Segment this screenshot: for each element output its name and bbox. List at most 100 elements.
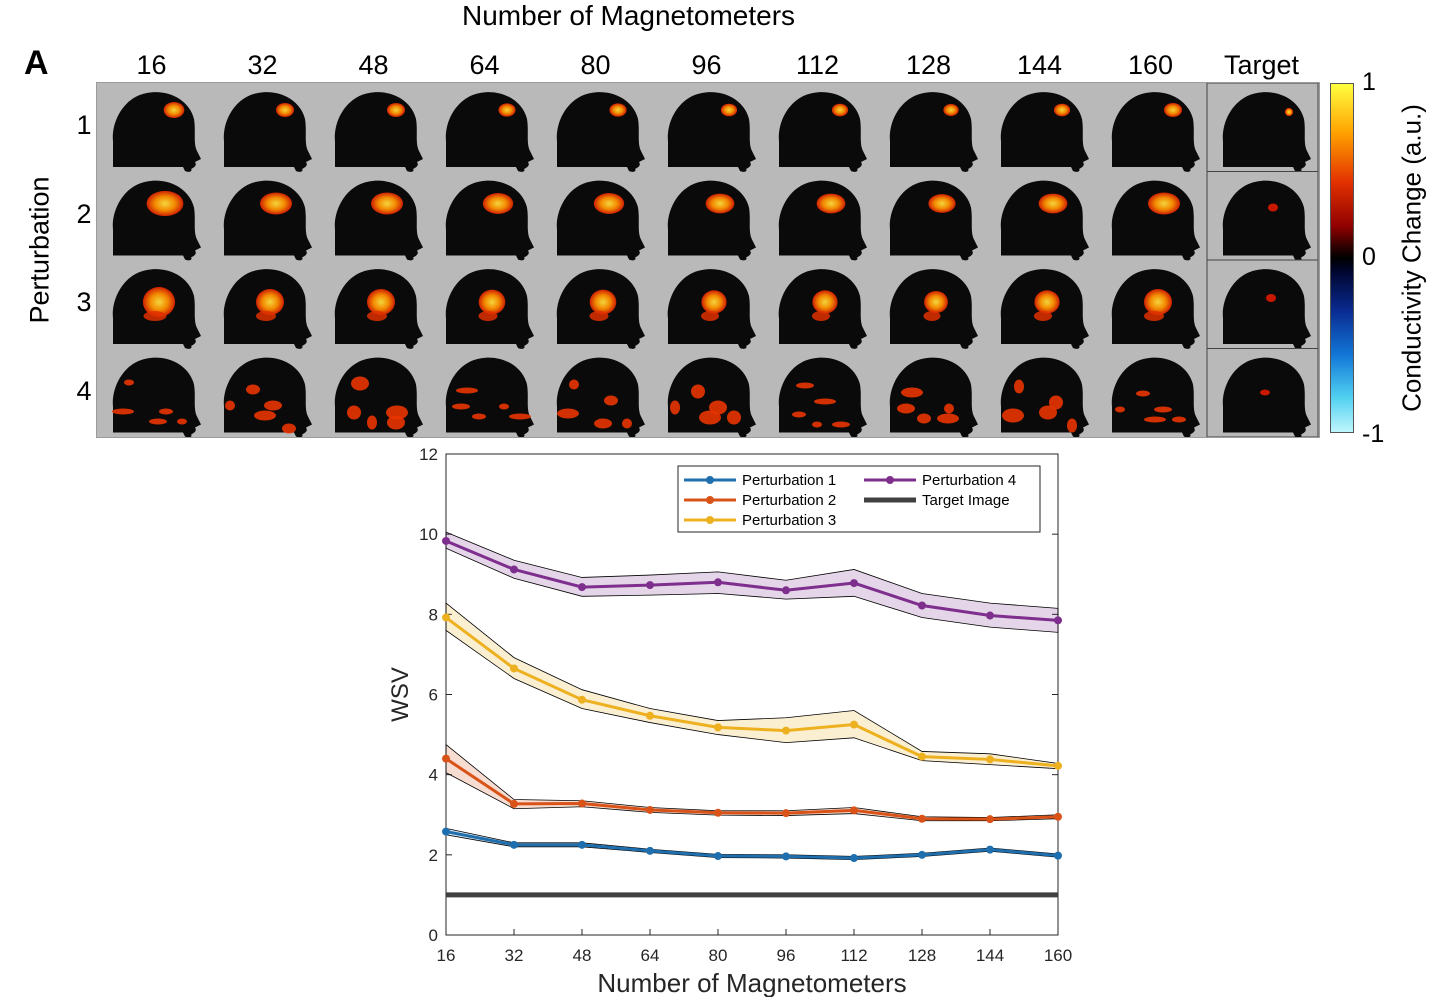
head-image <box>778 92 867 172</box>
head-image <box>1000 269 1089 349</box>
legend-label: Perturbation 4 <box>922 472 1016 489</box>
head-image <box>334 269 423 349</box>
perturbation-4-point <box>714 578 722 587</box>
reconstruction-image-grid <box>96 82 1320 438</box>
row-label: 1 <box>76 110 92 140</box>
x-axis-label: Number of Magnetometers <box>597 968 906 997</box>
perturbation-1-point <box>782 852 790 861</box>
head-image <box>334 180 423 261</box>
perturbation-1-line <box>445 830 1059 860</box>
head-image <box>556 357 645 438</box>
head-image <box>1206 348 1319 438</box>
perturbation-2-point <box>442 754 450 763</box>
perturbation-3-line <box>445 616 1059 768</box>
perturbation-3-point <box>578 695 586 704</box>
x-tick-label: 16 <box>437 946 456 965</box>
perturbation-2-point <box>918 814 926 823</box>
column-header: 32 <box>247 50 278 80</box>
head-image <box>667 92 756 172</box>
x-tick-label: 80 <box>709 946 728 965</box>
x-tick-label: 48 <box>573 946 592 965</box>
head-image <box>112 357 201 438</box>
head-image <box>223 357 312 438</box>
perturbation-1-point <box>442 827 450 836</box>
perturbation-3-point <box>850 720 858 729</box>
head-image <box>445 269 534 349</box>
y-tick-label: 10 <box>419 525 438 544</box>
perturbation-1-point <box>510 840 518 849</box>
perturbation-1-point <box>850 854 858 863</box>
column-header: Target <box>1223 50 1300 80</box>
head-image <box>889 269 978 349</box>
head-image <box>556 180 645 261</box>
legend-marker <box>706 476 714 484</box>
y-tick-label: 6 <box>429 686 438 705</box>
row-label: 3 <box>76 287 92 317</box>
legend-box <box>677 465 1041 533</box>
perturbation-2-point <box>986 815 994 824</box>
x-tick-label: 160 <box>1044 946 1072 965</box>
head-image <box>1111 357 1200 438</box>
head-image <box>1206 82 1319 172</box>
perturbation-1-point <box>646 846 654 855</box>
colorbar-tick-max: 1 <box>1362 68 1376 96</box>
head-image <box>778 180 867 261</box>
head-image <box>556 92 645 172</box>
head-image <box>223 180 312 261</box>
perturbation-4-band <box>445 531 1059 633</box>
column-header: 160 <box>1127 50 1174 80</box>
y-tick-label: 4 <box>429 766 438 785</box>
panel-a-title: Number of Magnetometers <box>462 0 796 31</box>
colorbar <box>1330 83 1354 433</box>
head-image <box>889 357 978 438</box>
head-image <box>445 180 534 261</box>
perturbation-3-point <box>510 664 518 673</box>
perturbation-2-point <box>714 808 722 817</box>
legend-marker <box>706 516 714 524</box>
column-headers: 16 32 48 64 80 96 112 128 144 160 Target <box>96 50 1318 84</box>
head-image <box>778 269 867 349</box>
legend-label: Perturbation 1 <box>742 472 836 489</box>
perturbation-4-line <box>445 539 1059 622</box>
column-header: 144 <box>1016 50 1063 80</box>
perturbation-3-point <box>918 752 926 761</box>
head-image <box>556 269 645 349</box>
head-image <box>112 269 201 349</box>
perturbation-4-point <box>782 586 790 595</box>
perturbation-2-point <box>1054 812 1062 821</box>
row-axis-title: Perturbation <box>24 176 55 324</box>
x-tick-label: 32 <box>505 946 524 965</box>
row-label: 2 <box>76 198 92 229</box>
y-tick-label: 12 <box>419 445 438 464</box>
head-image <box>778 357 867 438</box>
head-image <box>1111 180 1200 261</box>
perturbation-3-point <box>1054 761 1062 770</box>
x-tick-label: 64 <box>641 946 660 965</box>
y-axis-label: WSV <box>387 667 414 722</box>
head-image <box>445 357 534 438</box>
legend-marker <box>886 476 894 484</box>
perturbation-1-point <box>986 845 994 854</box>
colorbar-tick-zero: 0 <box>1362 243 1376 271</box>
head-image <box>223 92 312 172</box>
panel-a-label: A <box>24 44 49 82</box>
legend-label: Perturbation 2 <box>742 492 836 509</box>
x-tick-label: 112 <box>840 946 867 965</box>
perturbation-2-point <box>510 799 518 808</box>
legend-marker <box>706 496 714 504</box>
colorbar-title: Conductivity Change (a.u.) <box>1396 104 1427 412</box>
perturbation-2-point <box>646 805 654 814</box>
perturbation-3-point <box>986 755 994 764</box>
perturbation-2-point <box>850 806 858 815</box>
head-image <box>1206 259 1319 349</box>
x-tick-label: 144 <box>976 946 1004 965</box>
perturbation-4-point <box>442 536 450 545</box>
head-image <box>112 92 201 172</box>
wsv-line-chart: 0 2 4 6 8 10 12 16 32 48 64 80 96 112 128 144 160 Number … <box>387 445 1072 997</box>
head-image <box>1111 92 1200 172</box>
perturbation-1-point <box>918 850 926 859</box>
column-header: 96 <box>691 50 722 80</box>
perturbation-3-point <box>782 726 790 735</box>
perturbation-3-point <box>714 723 722 732</box>
perturbation-2-line <box>445 757 1059 821</box>
